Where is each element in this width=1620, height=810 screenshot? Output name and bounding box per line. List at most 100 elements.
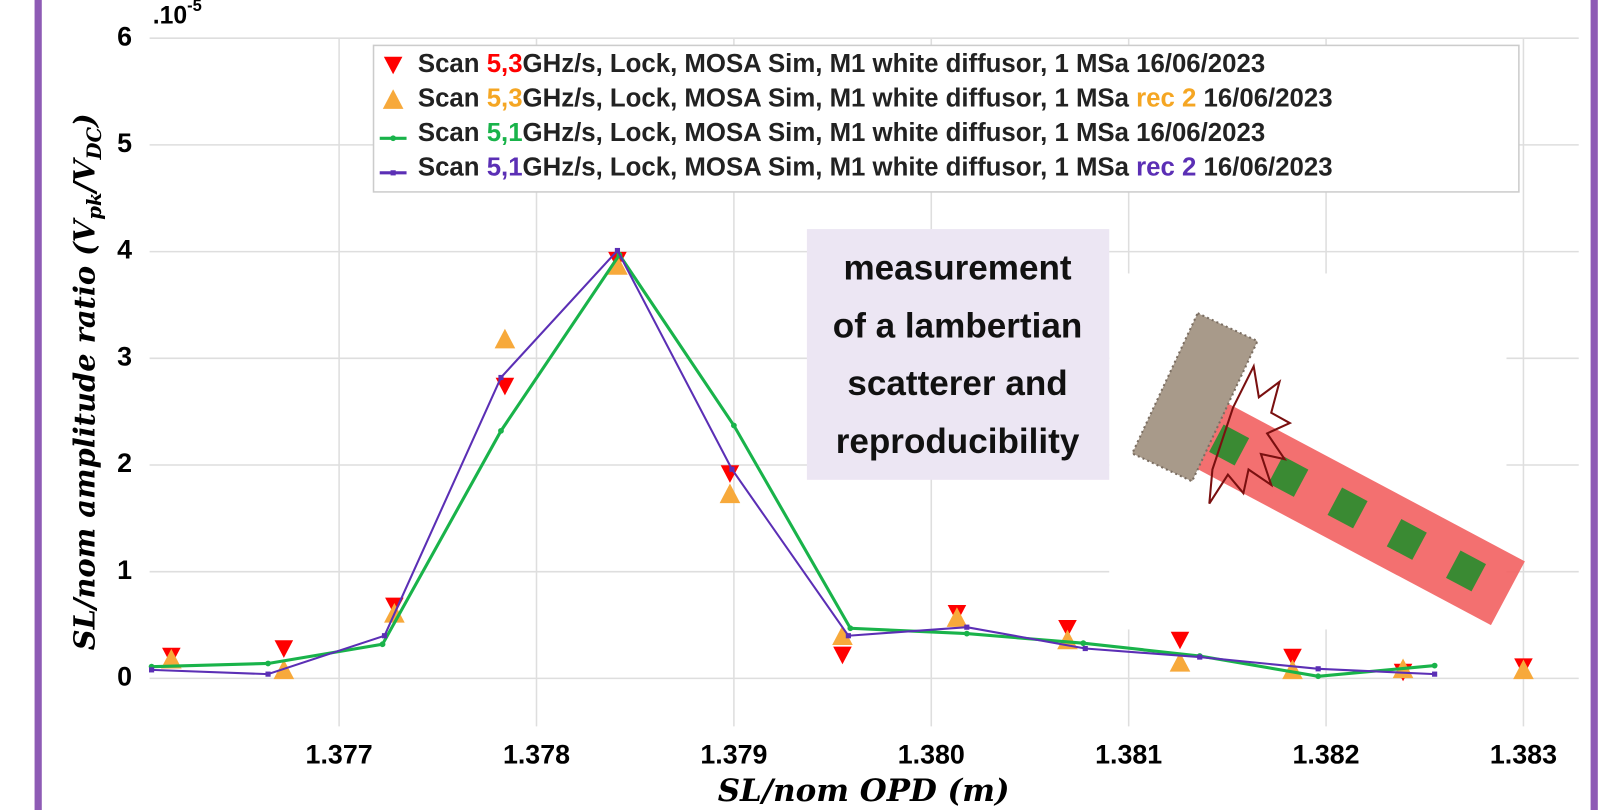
x-tick-label: 1.378 — [503, 739, 570, 769]
series-line — [151, 248, 1435, 676]
annotation-line: reproducibility — [836, 422, 1080, 461]
legend-label: Scan 5,3GHz/s, Lock, MOSA Sim, M1 white … — [418, 84, 1333, 112]
y-tick-label: 0 — [117, 661, 132, 691]
marker — [1080, 640, 1087, 647]
marker — [381, 633, 388, 639]
marker — [265, 660, 271, 667]
y-multiplier-exp: -5 — [187, 0, 202, 16]
marker — [614, 247, 621, 254]
marker — [720, 465, 740, 483]
marker — [1082, 645, 1088, 652]
y-axis-label-part: DC — [82, 127, 105, 161]
y-tick-label: 6 — [117, 21, 132, 51]
marker — [495, 377, 515, 396]
marker — [731, 422, 737, 429]
legend-label-part: GHz/s, Lock, MOSA Sim, M1 white diffusor… — [523, 119, 1266, 147]
legend-label: Scan 5,1GHz/s, Lock, MOSA Sim, M1 white … — [418, 154, 1333, 182]
marker — [265, 671, 271, 677]
scatter-burst — [1208, 363, 1293, 505]
marker — [1283, 648, 1302, 667]
legend-label-part: 5,1 — [487, 154, 523, 182]
y-tick-label: 1 — [117, 555, 132, 585]
x-tick-label: 1.379 — [700, 739, 767, 769]
marker — [607, 255, 628, 275]
legend-label-part: Scan — [418, 50, 487, 78]
y-tick-label: 3 — [117, 341, 132, 371]
marker — [845, 633, 851, 639]
marker — [964, 624, 970, 630]
y-tick-label: 4 — [117, 235, 132, 265]
marker — [498, 427, 504, 434]
y-axis-label-part: SL/nom amplitude ratio ( — [68, 241, 102, 650]
beam-square — [1209, 424, 1250, 466]
marker — [946, 607, 968, 627]
y-tick-label: 2 — [117, 448, 132, 478]
legend-label: Scan 5,3GHz/s, Lock, MOSA Sim, M1 white … — [418, 50, 1265, 78]
y-tick-label: 5 — [117, 128, 132, 158]
marker — [963, 630, 970, 637]
beam-square — [1327, 487, 1368, 529]
marker — [1315, 666, 1321, 672]
marker — [1315, 673, 1322, 680]
legend: Scan 5,3GHz/s, Lock, MOSA Sim, M1 white … — [372, 44, 1520, 193]
legend-label-part: 16/06/2023 — [1196, 84, 1332, 112]
legend-label-part: Scan — [418, 84, 487, 112]
legend-label-part: GHz/s, Lock, MOSA Sim, M1 white diffusor… — [523, 154, 1137, 182]
y-multiplier-base: .10 — [153, 2, 187, 29]
y-multiplier: .10-5 — [153, 0, 202, 29]
annotation-box: measurement of a lambertian scatterer and r… — [806, 229, 1110, 480]
marker — [1058, 619, 1077, 638]
legend-label: Scan 5,1GHz/s, Lock, MOSA Sim, M1 white … — [418, 119, 1265, 147]
beam-square — [1268, 456, 1309, 497]
marker — [382, 89, 404, 109]
marker — [833, 646, 852, 665]
marker — [161, 648, 182, 669]
marker — [1169, 652, 1191, 672]
marker — [719, 483, 741, 504]
y-axis-label: SL/nom amplitude ratio (Vpk/VDC) — [68, 113, 106, 650]
marker — [390, 135, 397, 142]
y-axis-label-part: V — [68, 217, 102, 242]
marker — [1170, 631, 1190, 650]
legend-label-part: rec 2 — [1136, 84, 1196, 112]
x-tick-label: 1.381 — [1095, 739, 1162, 769]
x-tick-label: 1.383 — [1490, 739, 1557, 769]
annotation-line: measurement — [843, 249, 1071, 288]
annotation-line: of a lambertian — [833, 306, 1083, 345]
legend-label-part: Scan — [418, 154, 487, 182]
marker — [1432, 671, 1438, 677]
y-axis-label-part: ) — [68, 113, 102, 129]
beam-square — [1445, 550, 1487, 592]
annotation-line: scatterer and — [847, 364, 1067, 403]
annotation-background — [806, 229, 1110, 480]
legend-label-part: 5,1 — [487, 119, 523, 147]
legend-label-part: 16/06/2023 — [1196, 154, 1332, 182]
x-tick-label: 1.382 — [1293, 739, 1360, 769]
legend-label-part: Scan — [418, 119, 487, 147]
y-axis-label-part: /V — [68, 157, 102, 196]
marker — [390, 170, 396, 176]
marker — [274, 640, 294, 658]
marker — [1197, 654, 1203, 660]
beam-square — [1386, 519, 1427, 560]
legend-box — [372, 44, 1520, 193]
legend-label-part: rec 2 — [1136, 154, 1196, 182]
legend-label-part: 5,3 — [487, 50, 523, 78]
y-axis-label-part: pk — [82, 192, 105, 219]
marker — [379, 641, 386, 648]
marker — [832, 625, 853, 646]
marker — [149, 667, 155, 673]
scatterer-illustration — [1109, 273, 1525, 630]
marker — [494, 328, 516, 349]
x-axis-label: SL/nom OPD (m) — [718, 773, 1010, 809]
x-tick-label: 1.380 — [898, 739, 965, 769]
marker — [1513, 659, 1534, 680]
marker — [498, 374, 504, 381]
legend-label-part: GHz/s, Lock, MOSA Sim, M1 white diffusor… — [523, 84, 1137, 112]
x-tick-label: 1.377 — [306, 739, 373, 769]
diffusor-body — [1132, 313, 1258, 482]
marker — [729, 466, 735, 472]
marker — [847, 625, 854, 632]
